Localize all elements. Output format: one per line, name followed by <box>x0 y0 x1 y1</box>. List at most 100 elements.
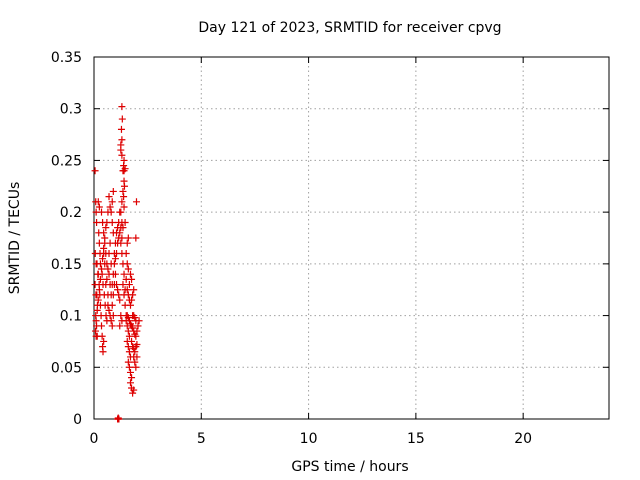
data-point <box>100 229 108 237</box>
data-point <box>126 270 134 278</box>
data-point <box>120 193 128 201</box>
y-tick-label: 0.05 <box>51 360 82 376</box>
data-point <box>114 286 122 294</box>
data-point <box>98 332 106 340</box>
data-point <box>123 260 131 268</box>
data-point <box>123 286 131 294</box>
data-point <box>92 317 100 325</box>
data-point <box>118 198 126 206</box>
data-point <box>119 187 127 195</box>
data-point <box>98 322 106 330</box>
x-tick-label: 5 <box>197 431 206 447</box>
data-point <box>133 341 141 349</box>
data-point <box>93 306 101 314</box>
y-tick-label: 0.2 <box>60 205 82 221</box>
data-point <box>96 275 104 283</box>
data-point <box>129 389 137 397</box>
data-point <box>120 156 128 164</box>
data-point <box>129 291 137 299</box>
data-point <box>119 224 127 232</box>
data-point <box>105 306 113 314</box>
data-point <box>120 167 128 175</box>
data-point <box>108 322 116 330</box>
axes <box>93 56 610 420</box>
x-tick-label: 15 <box>407 431 425 447</box>
data-point <box>98 208 106 216</box>
data-point <box>134 322 142 330</box>
data-point <box>94 198 102 206</box>
data-point <box>126 301 134 309</box>
data-point <box>118 103 126 111</box>
data-point <box>109 270 117 278</box>
data-point <box>129 324 137 332</box>
data-point <box>128 374 136 382</box>
data-point <box>131 314 139 322</box>
data-point <box>93 218 101 226</box>
data-point <box>117 141 125 149</box>
data-point <box>92 332 100 340</box>
x-axis-label: GPS time / hours <box>291 459 408 475</box>
data-point <box>99 348 107 356</box>
data-point <box>126 368 134 376</box>
data-point <box>126 379 134 387</box>
data-point <box>103 218 111 226</box>
data-point <box>111 255 119 263</box>
y-tick-label: 0 <box>73 412 82 428</box>
data-point <box>116 296 124 304</box>
data-point <box>104 301 112 309</box>
data-point <box>131 358 139 366</box>
data-point <box>106 312 114 320</box>
data-point <box>132 332 140 340</box>
data-point <box>101 234 109 242</box>
y-axis-label: SRMTID / TECUs <box>7 182 23 295</box>
data-point <box>116 208 124 216</box>
data-point <box>125 281 133 289</box>
data-point <box>102 224 110 232</box>
data-point <box>114 414 122 422</box>
data-point <box>115 415 123 423</box>
data-point <box>95 203 103 211</box>
data-point <box>132 198 140 206</box>
data-point <box>131 348 139 356</box>
data-point <box>133 327 141 335</box>
data-point <box>123 239 131 247</box>
data-point <box>116 322 124 330</box>
data-point <box>125 317 133 325</box>
data-point <box>109 187 117 195</box>
data-point <box>94 296 102 304</box>
plot-frame <box>93 56 610 420</box>
data-point <box>133 353 141 361</box>
data-point <box>132 317 140 325</box>
data-point <box>98 265 106 273</box>
y-tick-label: 0.35 <box>51 50 82 66</box>
y-tick-label: 0.1 <box>60 309 82 325</box>
data-point <box>117 239 125 247</box>
data-point <box>128 337 136 345</box>
data-point <box>120 182 128 190</box>
x-tick-label: 20 <box>514 431 532 447</box>
data-point <box>122 250 130 258</box>
data-point <box>120 270 128 278</box>
y-tick-label: 0.3 <box>60 102 82 118</box>
data-point <box>95 286 103 294</box>
data-point <box>99 255 107 263</box>
data-point <box>110 260 118 268</box>
y-tick-label: 0.25 <box>51 153 82 169</box>
data-point <box>118 115 126 123</box>
data-point <box>124 234 132 242</box>
data-point <box>132 363 140 371</box>
data-point <box>117 312 125 320</box>
data-point <box>92 327 100 335</box>
data-point <box>103 275 111 283</box>
data-point <box>104 265 112 273</box>
data-point <box>100 244 108 252</box>
data-point <box>124 358 132 366</box>
data-point <box>119 281 127 289</box>
grid <box>94 57 609 419</box>
data-point <box>106 203 114 211</box>
data-point <box>118 234 126 242</box>
data-point <box>120 203 128 211</box>
data-point <box>121 218 129 226</box>
data-point <box>118 136 126 144</box>
